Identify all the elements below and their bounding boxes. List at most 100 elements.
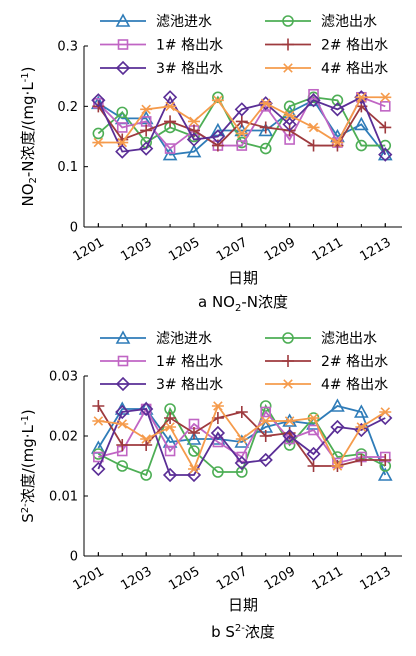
a-series-6-point: [164, 101, 177, 112]
b-series-6-point: [140, 434, 153, 444]
a-xtick-label: 1213: [358, 235, 394, 265]
a-series-5-point: [91, 93, 106, 108]
a-legend-item-6: 4# 格出水: [265, 61, 388, 77]
b-legend-swatch-marker: [115, 376, 131, 392]
a-series-6-point: [92, 137, 105, 148]
a-series-1-point: [186, 143, 202, 158]
b-series-6-point: [283, 416, 296, 426]
a-series-6-point: [355, 92, 368, 103]
a-ytick-label: 0: [70, 221, 78, 236]
b-series-6-point: [235, 434, 248, 444]
a-legend-swatch-marker: [282, 38, 294, 51]
b-series-3-point: [164, 445, 176, 457]
a-series-6-point: [379, 92, 392, 103]
b-series-5-point: [282, 428, 297, 444]
a-series-6-point: [116, 137, 129, 148]
b-series-4-point: [259, 430, 272, 442]
a-series-1-point: [258, 122, 274, 137]
a-series-6-point: [235, 128, 248, 139]
a-series-5-point: [258, 96, 273, 111]
b-series-2-point: [283, 439, 296, 451]
a-caption: a NO2-N浓度: [198, 293, 288, 314]
b-series-6-point: [211, 401, 224, 411]
b-series-4-point: [164, 412, 177, 424]
a-xtick-label: 1205: [166, 235, 202, 265]
a-series-2-point: [259, 142, 272, 155]
a-legend-swatch-marker: [115, 13, 131, 27]
b-series-4-point: [235, 406, 248, 418]
a-series-6-point: [211, 95, 224, 106]
b-series-5-point: [91, 461, 106, 477]
b-legend-item-5: 3# 格出水: [100, 376, 223, 393]
b-series-5-point: [306, 446, 321, 462]
b-series-1-point: [330, 398, 345, 412]
b-legend-swatch-marker: [282, 355, 294, 367]
b-series-4-point: [379, 454, 392, 466]
a-series-3-point: [308, 88, 319, 100]
a-legend-swatch-marker: [282, 15, 294, 27]
a-series-2-point: [92, 127, 105, 140]
b-ytick-label: 0.02: [49, 430, 78, 445]
a-x-axis-title: 日期: [228, 269, 258, 287]
b-ytick-label: 0.01: [49, 490, 78, 505]
a-y-axis-title: NO2-N浓度/(mg·L-1): [19, 66, 39, 206]
a-legend-item-3: 1# 格出水: [100, 38, 223, 54]
a-series-2-point: [212, 91, 224, 104]
b-series-3-point: [308, 424, 319, 436]
a-series-4-point: [307, 139, 320, 152]
b-series-5-point: [258, 452, 273, 468]
a-series-5-point: [162, 90, 178, 105]
a-series-6-point: [187, 116, 200, 127]
b-series-6-point: [164, 422, 177, 432]
a-legend-swatch-marker: [117, 39, 129, 50]
a-legend-item-1: 滤池进水: [100, 13, 212, 30]
a-series-5-point: [378, 147, 393, 162]
a-series-6-point: [307, 122, 320, 133]
b-xtick-label: 1205: [166, 564, 202, 594]
a-series-1-point: [354, 116, 369, 131]
b-series-6-point: [92, 416, 105, 426]
b-legend-item-6: 4# 格出水: [265, 377, 388, 393]
a-series-5-point: [354, 90, 369, 105]
b-series-5-point: [330, 419, 345, 435]
b-series-6: [92, 401, 392, 474]
b-y-axis-title: S2-浓度/(mg·L-1): [19, 409, 37, 523]
b-ytick-label: 0: [70, 550, 78, 565]
a-series-4-point: [235, 115, 248, 128]
b-series-2-point: [212, 466, 224, 478]
a-xtick-label: 1211: [310, 235, 346, 265]
a-xtick-label: 1207: [214, 235, 250, 265]
a-legend-label: 4# 格出水: [321, 61, 388, 77]
b-legend-item-2: 滤池出水: [265, 331, 377, 347]
b-series-2-point: [188, 445, 200, 457]
b-legend-label: 1# 格出水: [156, 354, 223, 370]
a-series-6-point: [259, 98, 272, 109]
a-series-4-point: [140, 124, 153, 137]
a-xtick-label: 1201: [71, 235, 107, 265]
a-legend-label: 2# 格出水: [321, 38, 388, 54]
b-series-5-point: [210, 425, 226, 441]
a-series-3-point: [116, 122, 128, 133]
a-series-3-point: [379, 101, 391, 112]
b-legend-label: 3# 格出水: [156, 377, 223, 393]
a-series-2-point: [116, 106, 129, 119]
b-legend-label: 滤池出水: [321, 331, 377, 347]
a-series-4-point: [164, 115, 177, 128]
b-series-1-point: [354, 404, 369, 418]
a-series-6-point: [140, 104, 153, 115]
a-series-4-point: [379, 121, 392, 134]
b-series-3-point: [260, 406, 272, 418]
a-series-5: [91, 90, 393, 162]
a-legend: 滤池进水 滤池出水 1# 格出水 2# 格出水 3# 格出水 4# 格出水: [100, 13, 388, 77]
a-legend-label: 3# 格出水: [156, 61, 223, 77]
chart-panel-b: 0 0.01 0.02 0.03 1201 1203 1205 1207 1209 1211 121…: [19, 330, 402, 641]
b-series-5-point: [139, 401, 154, 417]
b-series-4-point: [92, 400, 105, 412]
b-legend-item-3: 1# 格出水: [100, 354, 223, 370]
a-series-1-point: [162, 146, 178, 161]
b-series-4-point: [116, 439, 129, 451]
b-series-4-point: [187, 427, 200, 439]
a-legend-swatch-marker: [115, 60, 131, 76]
a-series-5-point: [139, 141, 154, 156]
